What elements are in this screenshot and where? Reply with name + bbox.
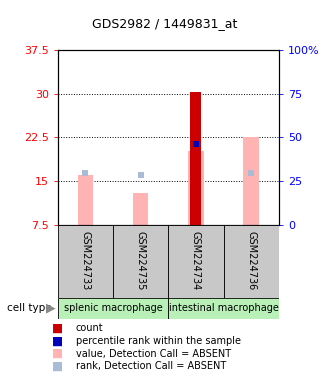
Bar <box>58 225 113 298</box>
Text: GSM224735: GSM224735 <box>136 232 146 291</box>
Text: ■: ■ <box>52 360 63 373</box>
Text: GDS2982 / 1449831_at: GDS2982 / 1449831_at <box>92 17 238 30</box>
Text: value, Detection Call = ABSENT: value, Detection Call = ABSENT <box>76 349 231 359</box>
Text: ■: ■ <box>52 322 63 335</box>
Bar <box>224 225 279 298</box>
Text: percentile rank within the sample: percentile rank within the sample <box>76 336 241 346</box>
Text: rank, Detection Call = ABSENT: rank, Detection Call = ABSENT <box>76 361 226 371</box>
Bar <box>113 225 168 298</box>
Bar <box>188 151 204 225</box>
Text: intestinal macrophage: intestinal macrophage <box>169 303 279 313</box>
Bar <box>58 298 168 319</box>
Text: GSM224734: GSM224734 <box>191 232 201 291</box>
Text: ■: ■ <box>52 334 63 348</box>
Text: GSM224733: GSM224733 <box>81 232 90 291</box>
Text: cell type: cell type <box>7 303 51 313</box>
Text: splenic macrophage: splenic macrophage <box>64 303 162 313</box>
Text: ■: ■ <box>52 347 63 360</box>
Bar <box>168 298 279 319</box>
Bar <box>78 175 93 225</box>
Bar <box>168 225 224 298</box>
Text: ▶: ▶ <box>46 302 56 314</box>
Bar <box>190 93 201 225</box>
Text: count: count <box>76 323 104 333</box>
Bar <box>244 137 259 225</box>
Bar <box>133 193 148 225</box>
Text: GSM224736: GSM224736 <box>246 232 256 291</box>
